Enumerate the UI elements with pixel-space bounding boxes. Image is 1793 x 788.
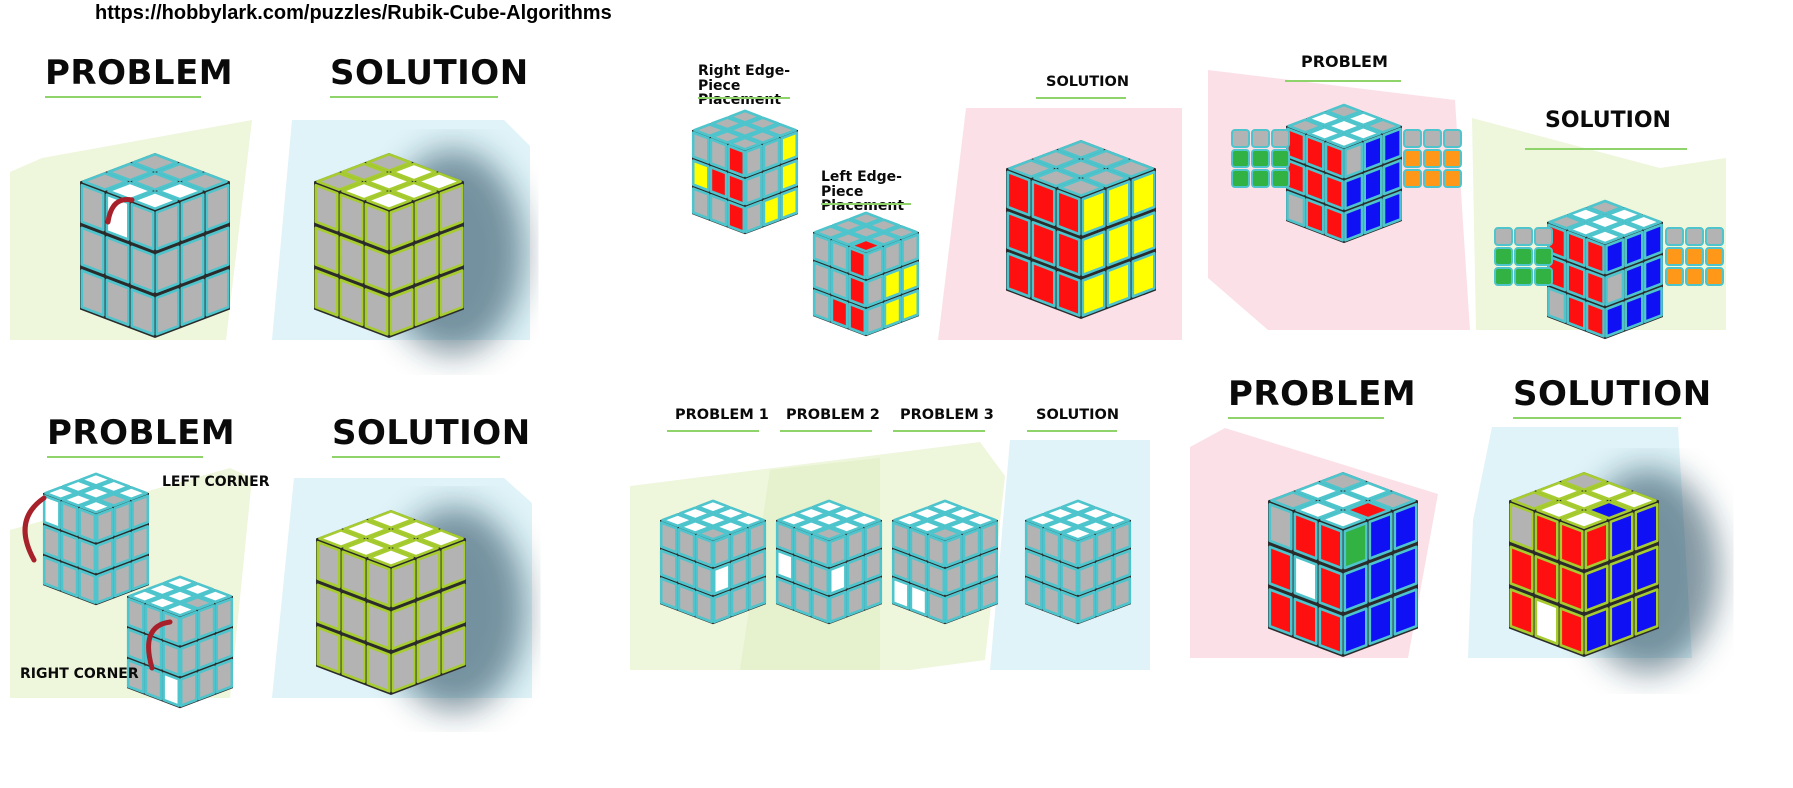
problem3-cube	[891, 499, 999, 625]
problem1-cube	[659, 499, 767, 625]
panel5-problem2-title: PROBLEM 2	[786, 407, 880, 423]
panel3-problem-green-strip	[1231, 129, 1290, 188]
right-edge-problem-cube	[691, 109, 799, 235]
right-edge-caption: Right Edge-Piece Placement	[698, 63, 791, 109]
panel4-solution-cube	[316, 506, 526, 712]
panel4-solution-title: SOLUTION	[332, 413, 531, 453]
panel3-solution-cube	[1547, 199, 1663, 340]
panel5-problem3-title: PROBLEM 3	[900, 407, 994, 423]
panel3-problem-orange-strip	[1403, 129, 1462, 188]
right-corner-cube	[126, 575, 234, 709]
panel2-solution-cube	[1006, 140, 1156, 319]
panel5-problem1-title: PROBLEM 1	[675, 407, 769, 423]
panel3-problem-title: PROBLEM	[1301, 52, 1388, 71]
panel1-problem-title: PROBLEM	[45, 53, 234, 93]
left-corner-cube	[42, 472, 150, 606]
left-corner-turn-arrow	[22, 495, 47, 563]
panel1-solution-cube	[314, 149, 524, 355]
right-corner-turn-arrow	[146, 619, 173, 671]
panel3-solution-green-strip	[1494, 227, 1553, 286]
panel6-solution-cube	[1509, 468, 1719, 674]
panel4-problem-title: PROBLEM	[47, 413, 236, 453]
problem2-cube	[775, 499, 883, 625]
source-url: https://hobbylark.com/puzzles/Rubik-Cube…	[95, 2, 612, 24]
left-edge-caption: Left Edge-Piece Placement	[821, 169, 905, 215]
right-corner-label: RIGHT CORNER	[20, 666, 139, 682]
panel3-problem-cube	[1286, 103, 1402, 244]
panel2-solution-title: SOLUTION	[1046, 74, 1130, 90]
panel6-problem-cube	[1268, 471, 1418, 657]
panel3-solution-title: SOLUTION	[1545, 108, 1671, 133]
left-edge-problem-cube	[812, 211, 920, 337]
left-corner-label: LEFT CORNER	[162, 474, 270, 490]
panel1-turn-arrow	[105, 196, 135, 225]
panel5-solution-title: SOLUTION	[1036, 407, 1120, 423]
panel5-solution-cube	[1024, 499, 1132, 625]
panel1-problem-cube	[80, 153, 230, 338]
panel1-solution-title: SOLUTION	[330, 53, 529, 93]
panel6-solution-title: SOLUTION	[1513, 374, 1712, 414]
panel6-problem-title: PROBLEM	[1228, 374, 1417, 414]
panel3-solution-orange-strip	[1665, 227, 1724, 286]
